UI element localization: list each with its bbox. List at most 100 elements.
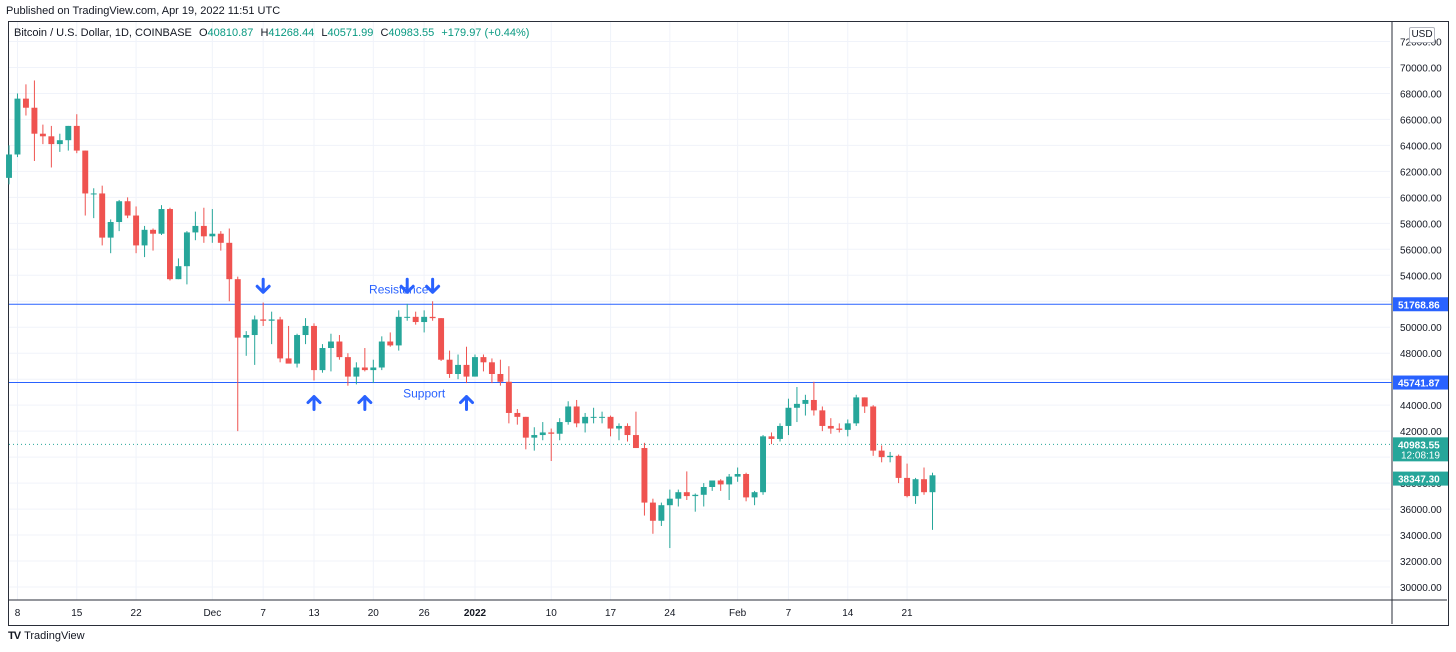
candle-body[interactable]: [573, 406, 580, 424]
candle-body[interactable]: [336, 341, 343, 358]
candle-body[interactable]: [378, 341, 385, 368]
candle-body[interactable]: [14, 98, 21, 155]
candle-body[interactable]: [929, 475, 936, 493]
candle-body[interactable]: [895, 455, 902, 478]
candle-body[interactable]: [387, 341, 394, 346]
candle-body[interactable]: [921, 479, 927, 493]
candle-body[interactable]: [455, 364, 462, 374]
candle-body[interactable]: [556, 422, 563, 434]
candle-body[interactable]: [192, 225, 199, 233]
candle-body[interactable]: [260, 319, 267, 321]
candle-body[interactable]: [616, 425, 622, 429]
candle-body[interactable]: [497, 373, 504, 382]
candle-body[interactable]: [124, 201, 131, 216]
candle-body[interactable]: [6, 154, 12, 178]
candle-body[interactable]: [158, 209, 165, 234]
candle-body[interactable]: [463, 364, 470, 377]
candle-body[interactable]: [522, 416, 529, 438]
candle-body[interactable]: [590, 416, 597, 418]
candle-body[interactable]: [726, 476, 733, 485]
candle-body[interactable]: [183, 232, 190, 267]
candle-body[interactable]: [395, 316, 402, 346]
candle-body[interactable]: [624, 425, 631, 436]
candle-body[interactable]: [234, 279, 241, 338]
candle-body[interactable]: [692, 494, 699, 497]
candle-body[interactable]: [73, 125, 80, 151]
candle-body[interactable]: [361, 367, 368, 371]
candle-body[interactable]: [683, 492, 690, 497]
candle-body[interactable]: [107, 222, 114, 238]
candle-body[interactable]: [438, 318, 445, 360]
candle-body[interactable]: [641, 448, 648, 503]
candle-body[interactable]: [785, 407, 792, 426]
candle-body[interactable]: [675, 492, 682, 499]
candle-body[interactable]: [311, 325, 317, 371]
candle-body[interactable]: [39, 133, 46, 137]
candle-body[interactable]: [760, 436, 767, 493]
candle-body[interactable]: [488, 362, 495, 374]
candle-body[interactable]: [412, 316, 419, 323]
candle-body[interactable]: [904, 477, 911, 497]
candle-body[interactable]: [793, 403, 800, 408]
candle-body[interactable]: [539, 432, 546, 436]
candle-body[interactable]: [709, 480, 716, 487]
candle-body[interactable]: [802, 399, 809, 404]
candle-body[interactable]: [743, 474, 750, 498]
candle-body[interactable]: [150, 229, 156, 234]
candle-body[interactable]: [912, 479, 919, 497]
candle-body[interactable]: [302, 325, 309, 336]
candle-body[interactable]: [82, 150, 89, 194]
candle-body[interactable]: [819, 410, 826, 426]
candle-body[interactable]: [861, 397, 868, 407]
candle-body[interactable]: [327, 341, 334, 349]
candle-body[interactable]: [319, 348, 326, 371]
candle-body[interactable]: [480, 357, 487, 363]
candle-body[interactable]: [446, 359, 453, 374]
candle-body[interactable]: [294, 335, 301, 364]
candle-body[interactable]: [887, 455, 894, 458]
candle-body[interactable]: [853, 397, 860, 424]
candle-body[interactable]: [768, 436, 775, 439]
candle-body[interactable]: [870, 406, 877, 451]
candle-body[interactable]: [65, 125, 72, 141]
candle-body[interactable]: [167, 209, 173, 280]
candle-body[interactable]: [700, 486, 707, 495]
candle-body[interactable]: [649, 502, 656, 521]
candle-body[interactable]: [599, 416, 606, 418]
candle-body[interactable]: [531, 435, 538, 438]
candle-body[interactable]: [810, 399, 817, 411]
candle-body[interactable]: [268, 319, 275, 321]
candle-body[interactable]: [827, 425, 834, 429]
candle-body[interactable]: [344, 357, 351, 377]
candle-body[interactable]: [285, 358, 292, 364]
candle-body[interactable]: [217, 233, 224, 243]
candle-body[interactable]: [505, 381, 512, 413]
candle-body[interactable]: [99, 193, 106, 238]
candle-body[interactable]: [200, 225, 207, 237]
candle-body[interactable]: [226, 242, 233, 280]
candle-body[interactable]: [31, 107, 38, 134]
candle-body[interactable]: [548, 432, 555, 434]
candle-body[interactable]: [404, 316, 411, 318]
candle-body[interactable]: [734, 474, 741, 477]
candle-body[interactable]: [141, 229, 148, 246]
candle-body[interactable]: [56, 140, 63, 145]
candle-body[interactable]: [751, 492, 758, 498]
candle-body[interactable]: [209, 233, 216, 237]
candle-body[interactable]: [116, 201, 123, 223]
candle-body[interactable]: [90, 193, 97, 195]
candle-body[interactable]: [878, 450, 885, 458]
candle-body[interactable]: [22, 98, 29, 108]
candle-body[interactable]: [717, 480, 724, 485]
candle-body[interactable]: [777, 425, 783, 439]
candle-body[interactable]: [353, 367, 360, 377]
candle-body[interactable]: [429, 316, 436, 319]
candle-body[interactable]: [472, 357, 478, 377]
candle-body[interactable]: [251, 319, 258, 336]
currency-badge[interactable]: USD: [1409, 27, 1435, 43]
candle-body[interactable]: [565, 406, 572, 423]
candle-body[interactable]: [844, 423, 851, 430]
candle-body[interactable]: [277, 319, 284, 359]
candle-body[interactable]: [48, 136, 55, 145]
